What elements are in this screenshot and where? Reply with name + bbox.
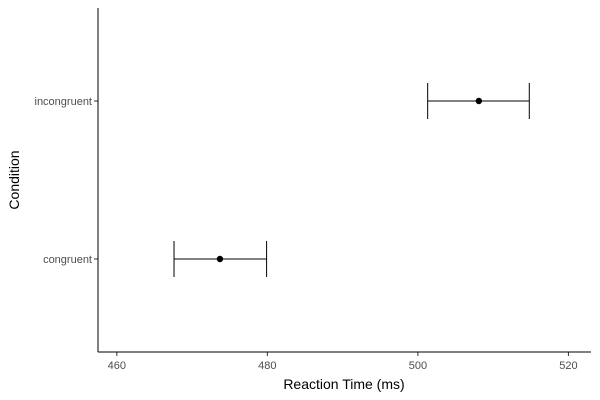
error-bar-marks (173, 83, 530, 277)
mean-point (216, 255, 224, 263)
y-tick-label: incongruent (35, 96, 93, 108)
y-axis-title: Condition (6, 150, 22, 209)
y-tick-label: congruent (43, 254, 92, 266)
x-tick-label: 520 (559, 360, 577, 372)
x-tick-label: 480 (258, 360, 276, 372)
x-axis-ticks: 460 480 500 520 (108, 352, 578, 372)
x-tick-label: 460 (108, 360, 126, 372)
y-axis-ticks: congruent incongruent (35, 96, 98, 266)
x-tick-label: 500 (409, 360, 427, 372)
x-axis-title: Reaction Time (ms) (283, 376, 404, 392)
mean-point (475, 97, 483, 105)
